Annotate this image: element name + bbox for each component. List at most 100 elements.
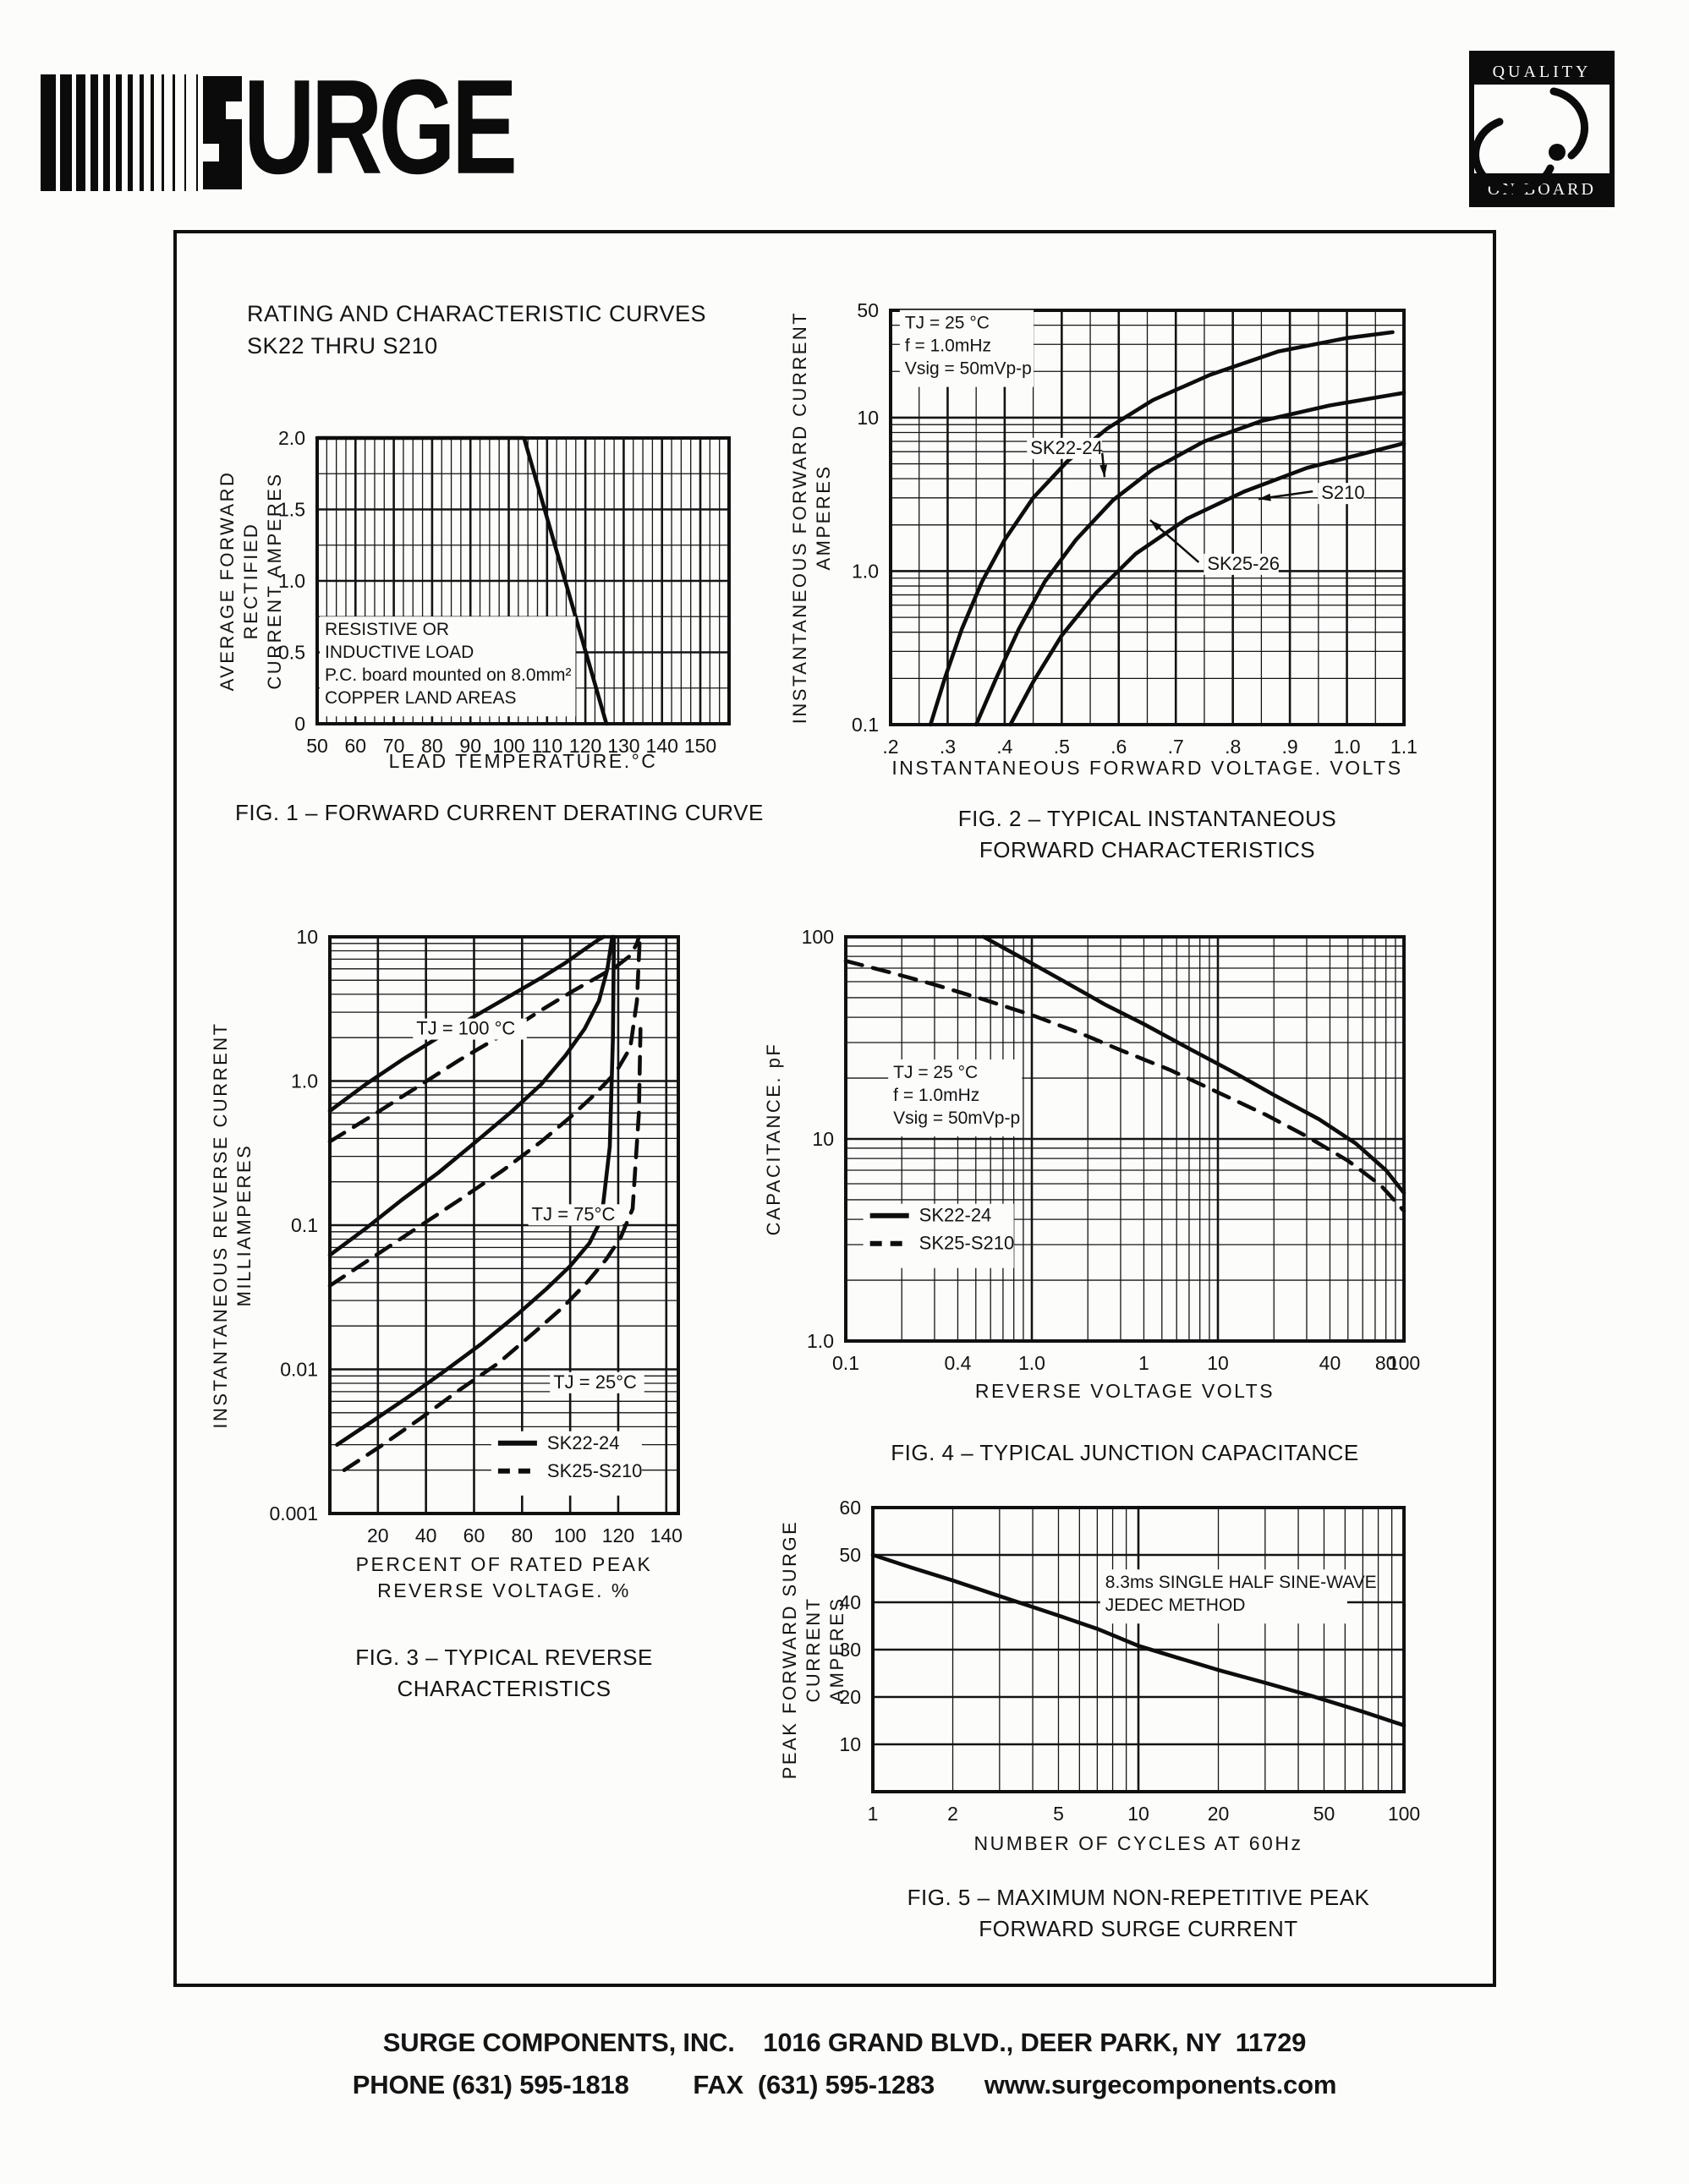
- series-SK22-24: [928, 330, 1395, 727]
- fig5-x-axis-label: NUMBER OF CYCLES AT 60Hz: [973, 1832, 1303, 1854]
- svg-text:S210: S210: [1321, 482, 1364, 503]
- svg-text:f = 1.0mHz: f = 1.0mHz: [893, 1086, 979, 1105]
- svg-text:100: 100: [1388, 1803, 1420, 1825]
- logo-wordmark: URGE: [244, 51, 518, 202]
- svg-text:70: 70: [383, 735, 405, 757]
- series-SK22-24 TJ=25C: [335, 934, 617, 1447]
- svg-text:80: 80: [1375, 1352, 1397, 1374]
- badge-top-text: QUALITY: [1493, 63, 1592, 81]
- series-S210: [1008, 441, 1407, 727]
- svg-text:50: 50: [839, 1544, 861, 1566]
- svg-text:COPPER LAND AREAS: COPPER LAND AREAS: [325, 688, 516, 708]
- svg-text:90: 90: [459, 735, 481, 757]
- svg-text:10: 10: [1207, 1352, 1229, 1374]
- fig4-y-axis-label: CAPACITANCE. pF: [763, 1042, 784, 1236]
- fig3-y-axis-label: INSTANTANEOUS REVERSE CURRENT MILLIAMPERE…: [210, 1021, 255, 1429]
- svg-text:TJ = 25 °C: TJ = 25 °C: [905, 314, 990, 333]
- svg-text:100: 100: [802, 926, 834, 948]
- fig5-y-axis-label: PEAK FORWARD SURGE CURRENT AMPERES: [779, 1519, 847, 1780]
- barcode-marks: [41, 74, 203, 191]
- svg-text:1.0: 1.0: [1018, 1352, 1045, 1374]
- svg-text:SK25-S210: SK25-S210: [919, 1233, 1015, 1254]
- fig2-x-axis-label: INSTANTANEOUS FORWARD VOLTAGE. VOLTS: [891, 757, 1403, 779]
- svg-text:0.1: 0.1: [291, 1214, 318, 1236]
- footer-contact: PHONE (631) 595-1818 FAX (631) 595-1283 …: [352, 2070, 1337, 2099]
- series-SK25-S210 TJ=75C: [327, 934, 642, 1288]
- fig4-caption: FIG. 4 – TYPICAL JUNCTION CAPACITANCE: [891, 1440, 1359, 1465]
- fig1-x-axis-label: LEAD TEMPERATURE.°C: [388, 750, 658, 772]
- svg-text:40: 40: [415, 1524, 437, 1546]
- series-SK25-26: [973, 391, 1407, 727]
- fig5-caption: FIG. 5 – MAXIMUM NON-REPETITIVE PEAK FOR…: [907, 1885, 1370, 1941]
- svg-text:40: 40: [1319, 1352, 1341, 1374]
- page-title: RATING AND CHARACTERISTIC CURVES SK22 TH…: [247, 298, 706, 362]
- svg-text:5: 5: [1053, 1803, 1064, 1825]
- fig1-caption: FIG. 1 – FORWARD CURRENT DERATING CURVE: [235, 800, 764, 825]
- svg-text:2.0: 2.0: [278, 427, 305, 449]
- svg-text:60: 60: [839, 1497, 861, 1519]
- swoosh-q-icon: [1472, 87, 1589, 194]
- svg-text:20: 20: [839, 1686, 861, 1708]
- svg-text:1: 1: [1138, 1352, 1149, 1374]
- svg-text:JEDEC METHOD: JEDEC METHOD: [1105, 1596, 1246, 1615]
- fig1-derating-chart: RESISTIVE OR INDUCTIVE LOAD P.C. board mou…: [278, 427, 731, 757]
- series-SK25-S210 TJ=100C: [327, 934, 641, 1144]
- svg-text:Vsig = 50mVp-p: Vsig = 50mVp-p: [905, 359, 1032, 379]
- svg-text:60: 60: [463, 1524, 485, 1546]
- svg-text:Vsig = 50mVp-p: Vsig = 50mVp-p: [893, 1108, 1020, 1128]
- svg-text:2: 2: [947, 1803, 958, 1825]
- svg-text:60: 60: [345, 735, 367, 757]
- fig3-caption: FIG. 3 – TYPICAL REVERSE CHARACTERISTICS: [355, 1645, 653, 1701]
- fig2-y-axis-label: INSTANTANEOUS FORWARD CURRENT AMPERES: [789, 310, 834, 725]
- svg-text:.4: .4: [996, 736, 1012, 758]
- svg-text:.2: .2: [882, 736, 898, 758]
- svg-text:RESISTIVE OR: RESISTIVE OR: [325, 620, 449, 639]
- svg-text:1.5: 1.5: [278, 499, 305, 521]
- blocky-s-icon: [203, 76, 242, 189]
- svg-text:10: 10: [1127, 1803, 1149, 1825]
- svg-text:0.5: 0.5: [278, 642, 305, 664]
- svg-text:10: 10: [296, 926, 318, 948]
- svg-text:0.01: 0.01: [280, 1359, 318, 1381]
- fig1-y-axis-label: AVERAGE FORWARD RECTIFIED CURRENT AMPERES: [217, 470, 285, 692]
- svg-text:8.3ms SINGLE HALF SINE-WAVE: 8.3ms SINGLE HALF SINE-WAVE: [1105, 1573, 1377, 1592]
- svg-text:.3: .3: [940, 736, 956, 758]
- svg-text:30: 30: [839, 1639, 861, 1661]
- svg-text:110: 110: [531, 735, 562, 757]
- footer-address: SURGE COMPONENTS, INC. 1016 GRAND BLVD.,…: [382, 2028, 1307, 2057]
- svg-text:TJ = 25°C: TJ = 25°C: [553, 1371, 637, 1393]
- svg-text:SK22-24: SK22-24: [1030, 437, 1103, 458]
- svg-text:100: 100: [1388, 1352, 1420, 1374]
- fig3-x-axis-label: PERCENT OF RATED PEAK REVERSE VOLTAGE. %: [355, 1553, 653, 1601]
- svg-text:.9: .9: [1282, 736, 1298, 758]
- title-line-1: RATING AND CHARACTERISTIC CURVES: [247, 301, 707, 326]
- surge-logo: URGE: [41, 51, 590, 202]
- svg-text:.7: .7: [1168, 736, 1184, 758]
- series-SK22-24 TJ=75C: [327, 934, 615, 1257]
- svg-text:100: 100: [492, 735, 524, 757]
- series-SK25-S210: [843, 959, 1407, 1213]
- svg-text:1: 1: [868, 1803, 879, 1825]
- svg-text:50: 50: [857, 299, 879, 321]
- svg-text:0.4: 0.4: [944, 1352, 971, 1374]
- svg-text:.5: .5: [1054, 736, 1070, 758]
- fig2-caption: FIG. 2 – TYPICAL INSTANTANEOUS FORWARD C…: [957, 806, 1337, 862]
- fig4-junction-capacitance-chart: TJ = 25 °C f = 1.0mHz Vsig = 50mVp-p SK22-2…: [802, 926, 1421, 1374]
- svg-text:10: 10: [857, 407, 879, 429]
- svg-text:80: 80: [512, 1524, 534, 1546]
- svg-text:P.C. board mounted on 8.0mm²: P.C. board mounted on 8.0mm²: [325, 665, 571, 685]
- svg-text:130: 130: [607, 735, 639, 757]
- svg-text:40: 40: [839, 1591, 861, 1613]
- svg-text:10: 10: [839, 1733, 861, 1755]
- series-SK22-24: [981, 934, 1407, 1196]
- quality-on-board-badge: QUALITY ON BOARD: [1469, 51, 1615, 207]
- svg-text:0.1: 0.1: [852, 714, 879, 736]
- fig3-reverse-characteristics-chart: SK22-24 SK25-S210 TJ = 100 °C TJ = 75°C TJ =…: [269, 926, 683, 1546]
- svg-text:SK25-26: SK25-26: [1207, 553, 1280, 574]
- svg-text:120: 120: [569, 735, 601, 757]
- svg-text:SK22-24: SK22-24: [919, 1205, 992, 1226]
- svg-text:140: 140: [650, 1524, 683, 1546]
- series-surge-current: [870, 1552, 1407, 1727]
- svg-text:50: 50: [1313, 1803, 1335, 1825]
